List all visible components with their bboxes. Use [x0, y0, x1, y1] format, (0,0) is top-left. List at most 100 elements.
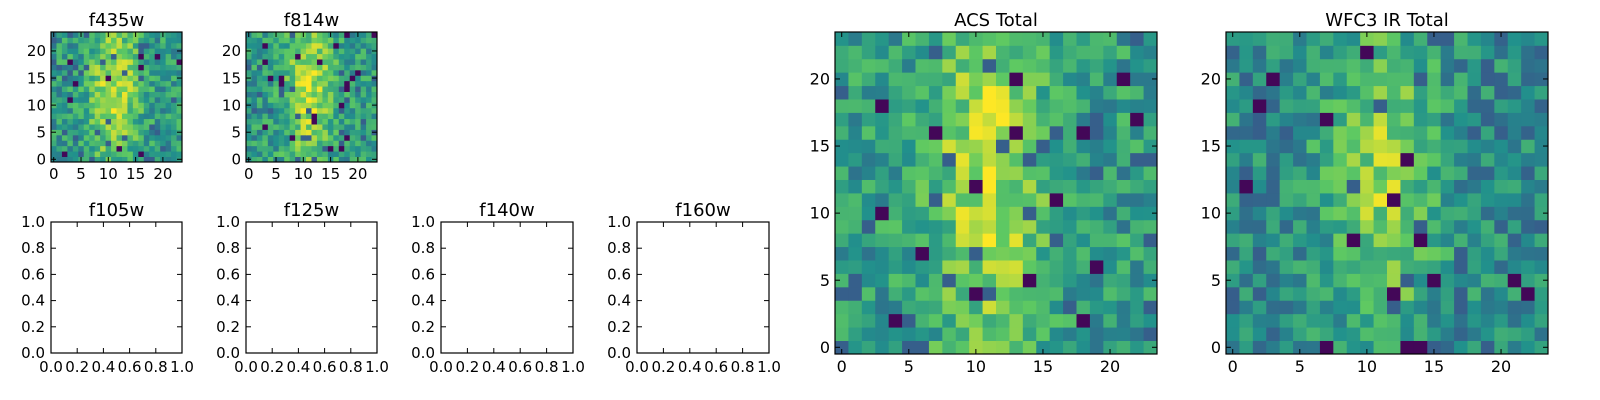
- heatmap-cell: [116, 75, 123, 82]
- heatmap-cell: [969, 139, 983, 154]
- heatmap-cell: [51, 86, 57, 92]
- y-tick-label: 0: [1211, 338, 1221, 357]
- heatmap-cell: [338, 151, 345, 157]
- heatmap-cell: [996, 340, 1010, 355]
- heatmap-cell: [1360, 112, 1374, 127]
- heatmap-cell: [1534, 85, 1549, 100]
- heatmap-cell: [89, 102, 96, 109]
- heatmap-cell: [1427, 327, 1442, 341]
- heatmap-cell: [1063, 286, 1077, 301]
- heatmap-cell: [51, 37, 57, 44]
- heatmap-cell: [262, 124, 269, 130]
- heatmap-cell: [1063, 139, 1077, 154]
- heatmap-cell: [94, 48, 101, 55]
- heatmap-cell: [278, 48, 285, 55]
- heatmap-cell: [996, 125, 1010, 140]
- heatmap-cell: [349, 140, 356, 147]
- heatmap-cell: [1507, 152, 1522, 167]
- heatmap-cell: [942, 286, 957, 301]
- heatmap-cell: [94, 75, 101, 82]
- heatmap-cell: [1076, 45, 1091, 60]
- heatmap-cell: [284, 64, 291, 71]
- heatmap-cell: [176, 113, 183, 120]
- heatmap-cell: [1130, 206, 1144, 221]
- heatmap-cell: [955, 313, 970, 328]
- heatmap-cell: [1089, 32, 1104, 46]
- heatmap-cell: [1373, 206, 1388, 221]
- heatmap-cell: [1143, 233, 1158, 248]
- heatmap-cell: [1143, 125, 1158, 140]
- heatmap-cell: [1116, 58, 1131, 73]
- heatmap-cell: [111, 118, 117, 125]
- heatmap-cell: [835, 85, 849, 100]
- heatmap-cell: [138, 151, 145, 157]
- heatmap-cell: [100, 42, 106, 49]
- heatmap-cell: [105, 59, 112, 65]
- heatmap-cell: [1049, 72, 1064, 87]
- heatmap-cell: [100, 37, 106, 44]
- heatmap-cell: [1521, 152, 1535, 167]
- heatmap-cell: [165, 156, 172, 163]
- heatmap-cell: [1252, 260, 1267, 274]
- heatmap-cell: [100, 53, 106, 60]
- heatmap-cell: [1440, 85, 1455, 100]
- heatmap-cell: [969, 152, 983, 167]
- heatmap-cell: [1387, 327, 1401, 341]
- heatmap-cell: [996, 112, 1010, 127]
- heatmap-cell: [1130, 273, 1144, 288]
- axes-frame: [636, 221, 770, 354]
- heatmap-cell: [327, 86, 334, 92]
- heatmap-cell: [875, 193, 890, 207]
- heatmap-cell: [1226, 206, 1240, 221]
- heatmap-cell: [360, 69, 367, 76]
- heatmap-cell: [1427, 233, 1442, 248]
- heatmap-cell: [1454, 219, 1468, 234]
- heatmap-cell: [100, 145, 106, 152]
- heatmap-cell: [1454, 112, 1468, 127]
- heatmap-cell: [349, 97, 356, 103]
- heatmap-cell: [349, 107, 356, 114]
- heatmap-cell: [1143, 206, 1158, 221]
- heatmap-cell: [1226, 139, 1240, 154]
- heatmap-cell: [1089, 58, 1104, 73]
- heatmap-cell: [1022, 340, 1037, 355]
- heatmap-cell: [138, 59, 145, 65]
- heatmap-cell: [1507, 233, 1522, 248]
- heatmap-cell: [111, 75, 117, 82]
- heatmap-cell: [121, 37, 128, 44]
- heatmap-cell: [171, 53, 177, 60]
- heatmap-cell: [1009, 125, 1024, 140]
- heatmap-cell: [875, 166, 890, 180]
- heatmap-cell: [1306, 286, 1321, 301]
- heatmap-cell: [955, 340, 970, 355]
- heatmap-cell: [875, 72, 890, 87]
- heatmap-cell: [942, 32, 957, 46]
- heatmap-cell: [982, 58, 997, 73]
- heatmap-cell: [278, 134, 285, 141]
- heatmap-cell: [848, 139, 863, 154]
- heatmap-cell: [105, 129, 112, 136]
- heatmap-cell: [1373, 166, 1388, 180]
- heatmap-cell: [311, 107, 318, 114]
- heatmap-cell: [1373, 99, 1388, 113]
- heatmap-cell: [360, 86, 367, 92]
- heatmap-cell: [251, 156, 258, 163]
- heatmap-cell: [83, 151, 90, 157]
- heatmap-cell: [138, 107, 145, 114]
- heatmap-cell: [1279, 85, 1294, 100]
- heatmap-cell: [171, 140, 177, 147]
- x-tick-label: 0.4: [91, 358, 115, 376]
- heatmap-cell: [322, 97, 329, 103]
- heatmap-cell: [300, 151, 307, 157]
- heatmap-cell: [262, 37, 269, 44]
- heatmap-cell: [1022, 166, 1037, 180]
- heatmap-cell: [61, 37, 68, 44]
- heatmap-cell: [1494, 219, 1509, 234]
- heatmap-cell: [1279, 58, 1294, 73]
- heatmap-cell: [1143, 246, 1158, 261]
- heatmap-cell: [982, 273, 997, 288]
- heatmap-cell: [1089, 219, 1104, 234]
- heatmap-cell: [982, 233, 997, 248]
- heatmap-cell: [955, 152, 970, 167]
